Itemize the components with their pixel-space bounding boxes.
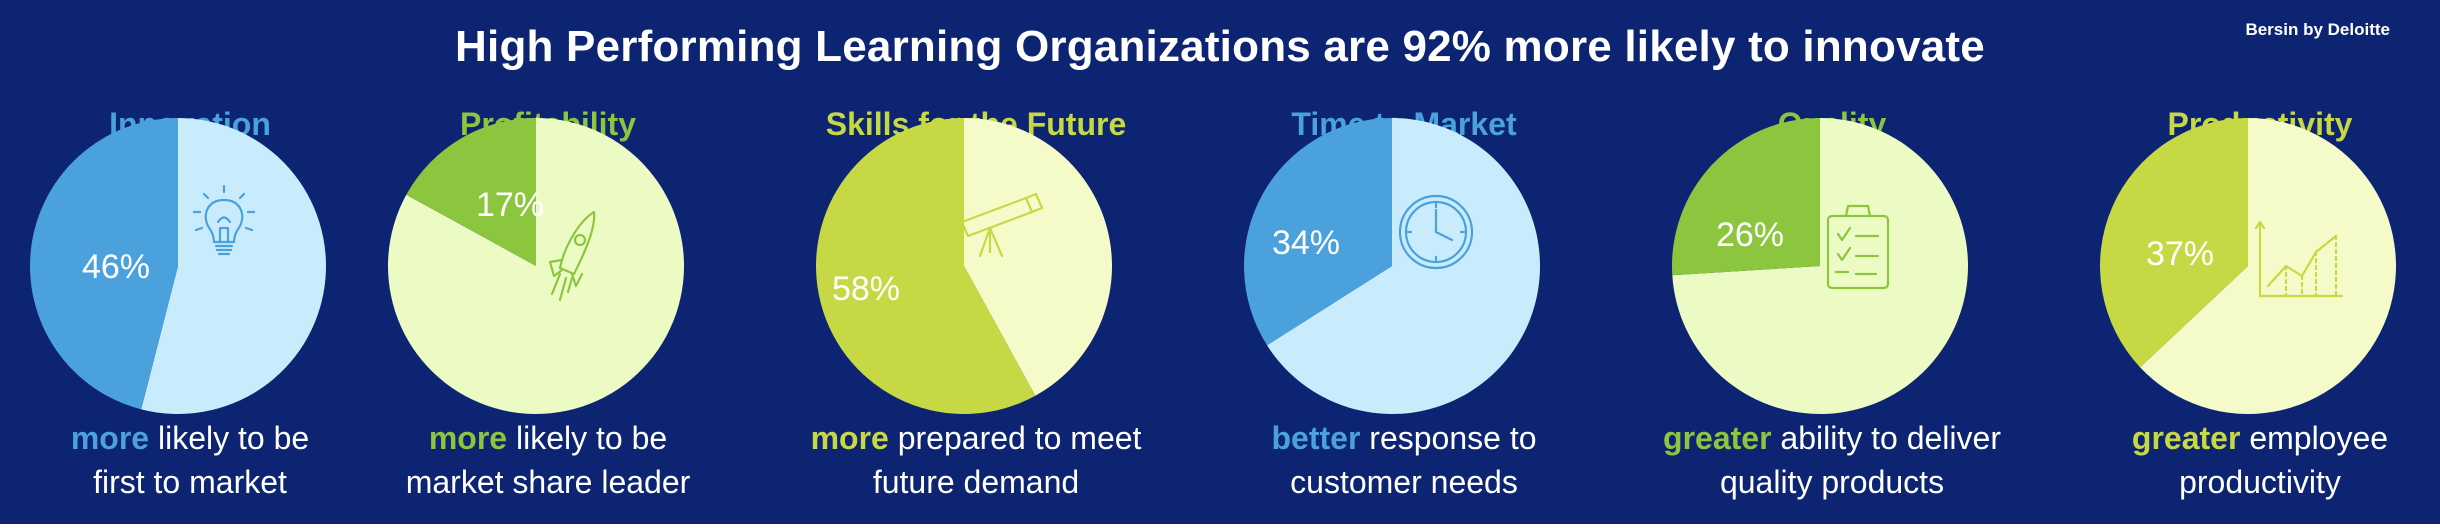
pie-slice-remainder: [2140, 118, 2396, 414]
rocket-icon: [548, 210, 596, 302]
pie-panel: Profitability17%more likely to bemarket …: [358, 0, 738, 524]
pie-percent-label: 34%: [1272, 224, 1340, 262]
caption-keyword: more: [428, 420, 508, 456]
caption-text: likely to be: [149, 420, 310, 456]
lightbulb-icon: [192, 184, 256, 256]
caption-text: employee: [2240, 420, 2389, 456]
pie-percent-label: 26%: [1716, 216, 1784, 254]
pie-chart: 46%: [29, 118, 326, 414]
caption-text: prepared to meet: [888, 420, 1142, 456]
pie-percent-label: 58%: [832, 270, 900, 308]
pie-slice-remainder: [1672, 118, 1968, 414]
caption-line-2: productivity: [2179, 464, 2341, 500]
pie-slice-remainder: [141, 118, 326, 414]
caption-keyword: greater: [1663, 420, 1772, 456]
pie-caption: greater ability to deliver quality produc…: [1622, 416, 2042, 504]
pie-chart: 17%: [388, 117, 684, 414]
telescope-icon: [954, 192, 1044, 258]
caption-line-2: first to market: [93, 464, 287, 500]
caption-keyword: more: [70, 420, 150, 456]
pie-slice-highlight: [29, 118, 178, 410]
caption-keyword: greater: [2131, 420, 2241, 456]
caption-text: ability to deliver: [1771, 420, 2001, 456]
pie-caption: more likely to be first to market: [0, 416, 400, 504]
pie-percent-label: 46%: [82, 248, 150, 286]
pie-slice-highlight: [1244, 117, 1392, 346]
pie-slice-remainder: [1267, 118, 1540, 414]
pie-slice-remainder: [964, 118, 1113, 396]
caption-keyword: more: [810, 420, 889, 456]
pie-caption: more prepared to meet future demand: [766, 416, 1186, 504]
pie-slice-highlight: [406, 117, 536, 266]
growth-chart-icon: [2254, 220, 2344, 298]
caption-keyword: better: [1271, 420, 1361, 456]
pie-caption: greater employee productivity: [2050, 416, 2440, 504]
pie-percent-label: 17%: [476, 186, 544, 224]
caption-line-2: market share leader: [405, 464, 691, 500]
pie-panel: Productivity37%greater employeeproductiv…: [2070, 0, 2440, 524]
pie-chart: 34%: [1244, 117, 1540, 414]
pie-panel: Quality26%greater ability to deliverqual…: [1642, 0, 2022, 524]
clock-icon: [1398, 194, 1474, 270]
pie-caption: better response to customer needs: [1194, 416, 1614, 504]
clipboard-icon: [1826, 204, 1890, 290]
pie-percent-label: 37%: [2146, 235, 2214, 273]
pie-caption: more likely to be market share leader: [338, 416, 758, 504]
brand-label: Bersin by Deloitte: [2245, 20, 2390, 39]
pie-chart: 26%: [1672, 118, 1968, 414]
pie-panel: Time to Market34%better response tocusto…: [1214, 0, 1594, 524]
caption-line-2: quality products: [1719, 464, 1945, 500]
caption-line-2: future demand: [872, 464, 1080, 500]
caption-text: response to: [1360, 420, 1537, 456]
pie-slice-highlight: [816, 118, 1036, 414]
main-title: High Performing Learning Organizations a…: [455, 22, 1985, 71]
pie-slice-highlight: [2100, 117, 2248, 368]
caption-text: likely to be: [507, 420, 668, 456]
pie-chart: 37%: [2100, 117, 2396, 414]
pie-slice-highlight: [1672, 118, 1820, 276]
pie-chart: 58%: [816, 118, 1113, 414]
caption-line-2: customer needs: [1290, 464, 1518, 500]
